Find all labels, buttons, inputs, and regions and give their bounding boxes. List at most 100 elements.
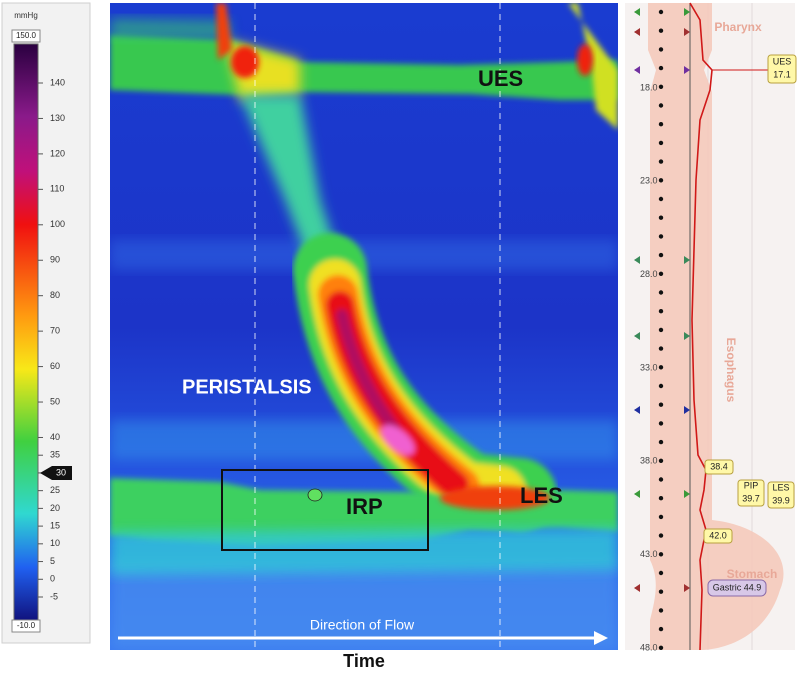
sensor-marker: [634, 406, 640, 414]
depth-tick-label: 43.0: [640, 549, 658, 559]
sensor-dot: [658, 402, 664, 407]
pressure-profile: 18.0 23.0 28.0 33.0 38.0 43.0 48.0 Pharynx Eso…: [625, 2, 797, 652]
pressure-topography: UES PERISTALSIS IRP LES Direction of Flo…: [110, 3, 618, 650]
sensor-dot: [658, 196, 664, 202]
colorbar-tick-label: 0: [50, 574, 55, 584]
sensor-marker: [634, 256, 640, 264]
colorbar-tick-label: 90: [50, 255, 60, 265]
sensor-marker: [684, 8, 690, 16]
colorbar-max-box: [11, 29, 41, 43]
irp-box: [221, 469, 429, 551]
colorbar-tick-label: 120: [50, 148, 65, 158]
callout-value: 17.1: [773, 69, 791, 79]
colorbar-unit: mmHg: [14, 11, 38, 20]
colorbar: [13, 43, 39, 623]
depth-tick-label: 23.0: [640, 176, 658, 186]
sensor-dot: [658, 290, 664, 295]
colorbar-tick-label: 15: [50, 520, 60, 530]
callout-box: [707, 579, 767, 597]
sensor-dot: [658, 346, 664, 351]
colorbar-tick-label: 35: [50, 450, 60, 460]
flow-label: Direction of Flow: [310, 617, 415, 633]
sensor-dot: [658, 496, 664, 501]
colorbar-tick-label: 70: [50, 326, 60, 336]
colorbar-marker-label: 30: [56, 467, 66, 477]
sensor-dot: [658, 215, 664, 220]
peristalsis-label: PERISTALSIS: [182, 376, 312, 398]
sensor-marker: [634, 490, 640, 498]
callout-box: [767, 481, 795, 509]
les-island: [307, 488, 323, 502]
sensor-marker: [634, 584, 640, 592]
sensor-dot: [658, 234, 664, 239]
colorbar-tick-label: -5: [50, 591, 58, 601]
depth-tick-label: 18.0: [640, 82, 658, 92]
colorbar-min-box: [11, 619, 41, 633]
les-peak: [440, 486, 550, 510]
sensor-marker: [684, 28, 690, 36]
topography-band: [110, 560, 618, 650]
colorbar-tick-label: 50: [50, 396, 60, 406]
transition-zone: [240, 95, 340, 265]
colorbar-tick-label: 130: [50, 113, 65, 123]
sensor-dot: [658, 271, 664, 276]
les-band: [110, 478, 618, 545]
sensor-marker: [684, 584, 690, 592]
ues-peak: [577, 44, 593, 76]
colorbar-tick-label: 10: [50, 538, 60, 548]
sensor-dot: [658, 159, 664, 164]
les-band: [110, 528, 618, 575]
sensor-dot: [658, 477, 664, 482]
sensor-marker: [634, 66, 640, 74]
callout-value: 39.7: [742, 493, 760, 503]
callout-value: 42.0: [709, 530, 727, 540]
region-label: Stomach: [727, 567, 778, 581]
sensor-dot: [658, 140, 664, 146]
sensor-dot: [658, 533, 664, 538]
sensor-dot: [658, 47, 664, 52]
sensor-marker: [684, 332, 690, 340]
callout-label: PIP: [744, 480, 759, 490]
colorbar-marker: [40, 466, 72, 480]
colorbar-ticks: 140130120110100908070605040352520151050-…: [38, 77, 65, 601]
ues-spike: [216, 3, 232, 60]
callout-box: [703, 528, 733, 544]
depth-tick-label: 48.0: [640, 642, 658, 652]
ues-band: [110, 18, 230, 40]
callout-box: [737, 479, 765, 507]
sensor-dot: [658, 103, 664, 108]
depth-ticks: 18.0 23.0 28.0 33.0 38.0 43.0 48.0: [640, 82, 658, 652]
sensor-dot: [658, 9, 664, 15]
sensor-dot: [658, 514, 664, 520]
colorbar-tick-label: 25: [50, 485, 60, 495]
depth-tick-label: 28.0: [640, 269, 658, 279]
ues-spike: [568, 3, 618, 130]
sensor-marker: [684, 66, 690, 74]
peristaltic-wave: [293, 233, 557, 532]
flow-arrowhead: [594, 631, 608, 645]
irp-label: IRP: [346, 494, 383, 519]
callout-label: UES: [773, 56, 792, 66]
sensor-marker: [684, 490, 690, 498]
sensor-marker: [684, 406, 690, 414]
depth-tick-label: 38.0: [640, 456, 658, 466]
colorbar-tick-label: 80: [50, 290, 60, 300]
sensor-dot: [658, 608, 664, 613]
sensor-dot: [658, 570, 664, 576]
callout-value: 39.9: [772, 495, 790, 505]
region-label: Pharynx: [714, 20, 762, 34]
colorbar-tick-label: 20: [50, 503, 60, 513]
colorbar-max: 150.0: [16, 31, 37, 40]
profile-dots: [634, 8, 690, 650]
depth-tick-label: 33.0: [640, 362, 658, 372]
anatomy-outline: [648, 3, 784, 650]
sensor-dot: [658, 552, 664, 557]
sensor-marker: [634, 332, 640, 340]
sensor-dot: [658, 365, 664, 370]
sensor-dot: [658, 252, 664, 258]
callout-label: LES: [772, 482, 789, 492]
callout-box: [767, 54, 797, 84]
les-label: LES: [520, 483, 563, 508]
